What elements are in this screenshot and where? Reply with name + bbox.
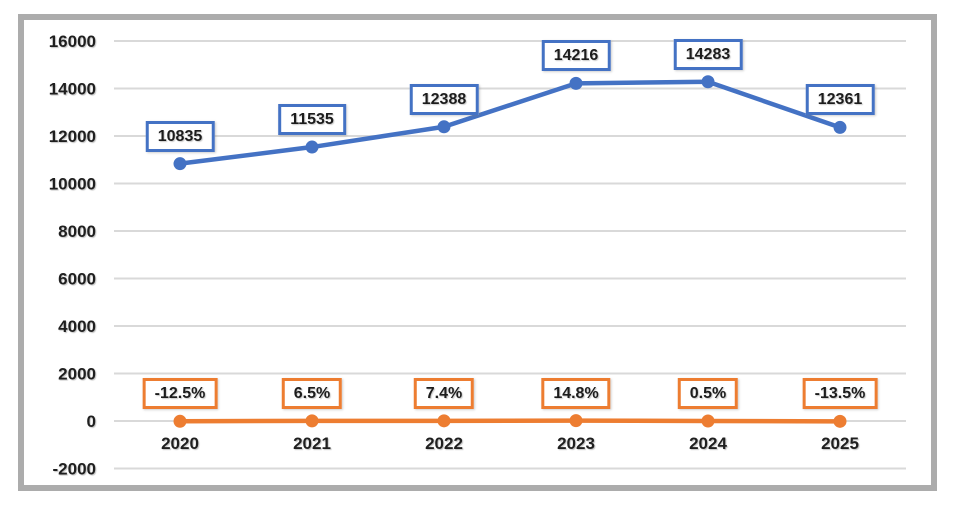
data-point-marker-value-series-2025: [833, 120, 847, 134]
x-axis-category-label: 2023: [557, 434, 595, 453]
data-label-value-series-2025: 12361: [805, 84, 875, 116]
y-axis-tick-label: 16000: [49, 32, 96, 51]
x-axis-category-label: 2025: [821, 434, 859, 453]
data-label-growth-rate-series-2021: 6.5%: [281, 377, 343, 409]
data-label-growth-rate-series-2022: 7.4%: [413, 377, 475, 409]
data-point-marker-value-series-2022: [437, 120, 451, 134]
data-label-value-series-2020: 10835: [145, 120, 215, 152]
y-axis-tick-label: 0: [87, 412, 96, 431]
y-axis-tick-label: 2000: [58, 365, 96, 384]
series-line-value-series: [177, 79, 843, 166]
data-label-growth-rate-series-2025: -13.5%: [802, 378, 878, 410]
data-point-marker-growth-rate-series-2025: [833, 414, 847, 428]
y-axis-tick-label: -2000: [53, 460, 96, 479]
data-point-marker-value-series-2020: [173, 157, 187, 171]
series-line-growth-rate-series: [177, 418, 843, 424]
y-axis-tick-label: 10000: [49, 175, 96, 194]
y-axis-tick-label: 12000: [49, 127, 96, 146]
y-axis-tick-label: 14000: [49, 80, 96, 99]
x-axis-category-label: 2021: [293, 434, 331, 453]
data-point-marker-growth-rate-series-2021: [305, 414, 319, 428]
data-point-marker-value-series-2024: [701, 75, 715, 89]
x-axis-category-label: 2024: [689, 434, 727, 453]
data-point-marker-growth-rate-series-2023: [569, 414, 583, 428]
y-axis-tick-label: 4000: [58, 317, 96, 336]
data-label-value-series-2022: 12388: [409, 83, 479, 115]
data-point-marker-value-series-2023: [569, 76, 583, 90]
data-point-marker-value-series-2021: [305, 140, 319, 154]
data-point-marker-growth-rate-series-2020: [173, 414, 187, 428]
y-axis-tick-label: 8000: [58, 222, 96, 241]
data-label-growth-rate-series-2023: 14.8%: [541, 377, 611, 409]
data-point-marker-growth-rate-series-2022: [437, 414, 451, 428]
data-label-value-series-2021: 11535: [278, 104, 346, 136]
y-axis-tick-label: 6000: [58, 270, 96, 289]
data-label-value-series-2024: 14283: [673, 38, 743, 70]
x-axis-category-label: 2020: [161, 434, 199, 453]
data-point-marker-growth-rate-series-2024: [701, 414, 715, 428]
data-label-growth-rate-series-2024: 0.5%: [677, 378, 739, 409]
data-label-value-series-2023: 14216: [541, 40, 611, 72]
x-axis-category-label: 2022: [425, 434, 463, 453]
data-label-growth-rate-series-2020: -12.5%: [142, 378, 218, 410]
